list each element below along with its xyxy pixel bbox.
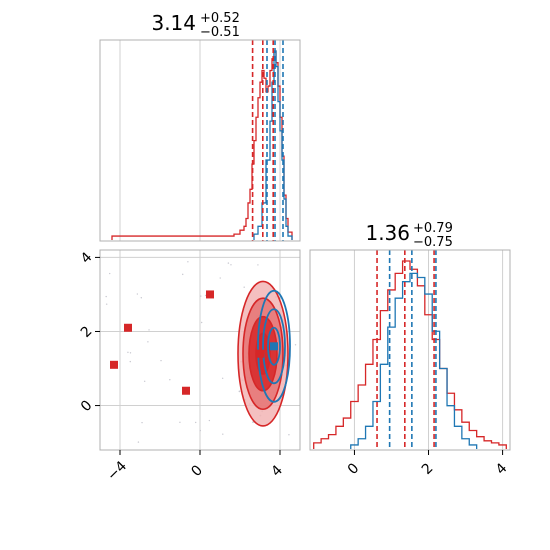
- marginal-y-title-upper: +0.79: [413, 221, 453, 236]
- scatter-point: [257, 264, 259, 266]
- marginal-histogram-x: 3.14 +0.52 −0.51: [99, 11, 301, 242]
- joint-xtick-label-2: 4: [268, 462, 286, 480]
- joint-xtick-label-0: −4: [104, 458, 130, 484]
- scatter-point: [109, 272, 111, 275]
- joint-ytick-label-2: 4: [78, 249, 96, 267]
- marginal-x-title-lower: −0.51: [200, 25, 240, 40]
- blue-marker-5: [270, 342, 278, 351]
- right-xtick-label-1: 2: [419, 460, 437, 478]
- scatter-point: [288, 434, 290, 436]
- scatter-point: [230, 264, 232, 266]
- blue-contour-2: [257, 289, 291, 403]
- scatter-point: [140, 297, 143, 299]
- marginal-x-title-upper: +0.52: [200, 11, 240, 26]
- marginal-histogram-y: 1.36 +0.79 −0.75 0 2 4: [309, 221, 511, 478]
- joint-ytick-label-0: 0: [78, 397, 96, 415]
- top-hist-blue: [253, 50, 293, 240]
- joint-scatter-panel: −4 0 4 0 2 4: [78, 249, 301, 484]
- blue-contour-1: [262, 308, 286, 385]
- scatter-point: [136, 293, 139, 295]
- scatter-point: [179, 421, 181, 424]
- scatter-point: [160, 359, 162, 362]
- marginal-y-frame: [309, 249, 511, 451]
- red-marker-2: [182, 386, 190, 395]
- marginal-x-title: 3.14: [151, 11, 196, 35]
- scatter-point: [243, 286, 245, 288]
- scatter-point: [143, 380, 146, 382]
- scatter-point: [221, 377, 224, 379]
- scatter-point: [219, 277, 221, 279]
- red-marker-3: [206, 290, 214, 299]
- marginal-y-title: 1.36: [365, 221, 410, 245]
- scatter-point: [148, 329, 150, 331]
- scatter-point: [294, 344, 297, 346]
- red-marker-0: [110, 360, 118, 369]
- scatter-point: [147, 341, 149, 343]
- blue-contour-0: [267, 326, 281, 366]
- scatter-point: [129, 352, 132, 354]
- right-hist-red: [313, 260, 507, 449]
- right-hist-blue: [350, 272, 478, 449]
- scatter-point: [238, 390, 241, 393]
- scatter-point: [105, 295, 107, 298]
- right-xtick-label-0: 0: [345, 460, 363, 478]
- scatter-point: [141, 421, 143, 424]
- scatter-point: [182, 273, 184, 276]
- right-xtick-label-2: 4: [493, 460, 511, 478]
- scatter-point: [222, 433, 224, 435]
- red-marker-1: [124, 323, 132, 332]
- scatter-point: [200, 321, 203, 324]
- top-hist-red: [111, 50, 293, 240]
- marginal-y-title-lower: −0.75: [413, 235, 453, 250]
- joint-ytick-label-1: 2: [78, 323, 96, 341]
- joint-xtick-label-1: 0: [188, 462, 206, 480]
- scatter-point: [204, 294, 207, 297]
- scatter-point: [105, 303, 108, 305]
- scatter-point: [169, 379, 171, 381]
- red-marker-4: [256, 349, 264, 358]
- scatter-point: [208, 419, 211, 422]
- marginal-x-frame: [99, 39, 301, 242]
- scatter-point: [127, 351, 129, 354]
- scatter-point: [200, 295, 202, 297]
- scatter-point: [129, 360, 131, 363]
- scatter-point: [199, 429, 201, 432]
- scatter-point: [227, 262, 230, 264]
- scatter-point: [194, 421, 197, 424]
- scatter-point: [187, 261, 189, 263]
- scatter-point: [137, 441, 140, 443]
